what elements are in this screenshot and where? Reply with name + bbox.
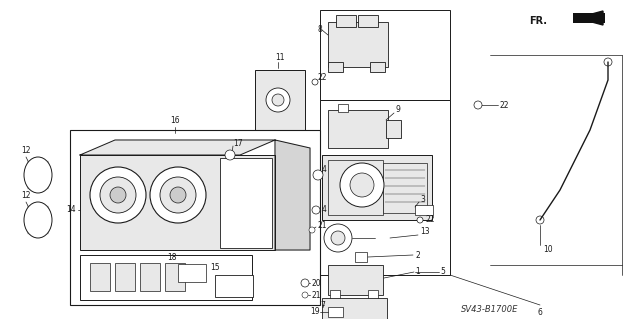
Text: 22: 22 [500, 100, 509, 109]
Bar [320, 10, 450, 100]
Bar [115, 263, 135, 291]
Text: 21: 21 [318, 220, 328, 229]
Bar [328, 62, 343, 72]
Circle shape [312, 206, 320, 214]
Circle shape [110, 187, 126, 203]
Circle shape [331, 231, 345, 245]
Circle shape [313, 170, 323, 180]
Bar [328, 110, 388, 148]
Text: 11: 11 [275, 53, 285, 62]
Bar [328, 22, 388, 67]
Bar [70, 130, 320, 305]
Bar [263, 132, 271, 138]
Bar [383, 163, 427, 213]
Bar [165, 263, 185, 291]
Text: FR.: FR. [529, 16, 547, 26]
Bar [573, 13, 605, 23]
Bar [368, 290, 378, 300]
Bar [90, 263, 110, 291]
Text: 3: 3 [420, 196, 425, 204]
Circle shape [536, 216, 544, 224]
Bar [338, 104, 348, 112]
Bar [328, 307, 343, 317]
Circle shape [417, 217, 423, 223]
Circle shape [324, 224, 352, 252]
Polygon shape [577, 11, 603, 25]
Text: 2: 2 [415, 250, 420, 259]
Ellipse shape [24, 202, 52, 238]
Bar [386, 120, 401, 138]
Text: 4: 4 [322, 166, 327, 174]
Circle shape [170, 187, 186, 203]
Circle shape [90, 167, 146, 223]
Bar [370, 62, 385, 72]
Bar [355, 252, 367, 262]
Text: 12: 12 [21, 146, 31, 155]
Ellipse shape [24, 157, 52, 193]
Bar [322, 155, 432, 220]
Bar [80, 155, 275, 250]
Bar [415, 205, 433, 215]
Text: 16: 16 [170, 116, 180, 125]
Bar [255, 70, 305, 138]
Text: 19: 19 [310, 308, 320, 316]
Circle shape [302, 292, 308, 298]
Circle shape [100, 177, 136, 213]
Circle shape [272, 94, 284, 106]
Text: 10: 10 [543, 245, 552, 254]
Circle shape [312, 79, 318, 85]
Circle shape [604, 58, 612, 66]
Text: 18: 18 [168, 253, 177, 262]
Text: 8: 8 [317, 26, 322, 34]
Circle shape [309, 227, 315, 233]
Text: 9: 9 [395, 106, 400, 115]
Circle shape [266, 88, 290, 112]
Circle shape [160, 177, 196, 213]
Bar [215, 275, 253, 297]
Circle shape [474, 101, 482, 109]
Text: 21: 21 [312, 291, 321, 300]
Text: 20: 20 [312, 278, 322, 287]
Text: 22: 22 [318, 73, 328, 83]
Circle shape [225, 150, 235, 160]
Text: 15: 15 [210, 263, 220, 272]
Bar [220, 158, 272, 248]
Polygon shape [80, 140, 275, 155]
Bar [330, 290, 340, 300]
Bar [358, 15, 378, 27]
Text: 12: 12 [21, 191, 31, 200]
Polygon shape [275, 140, 310, 250]
Circle shape [340, 163, 384, 207]
Bar [328, 160, 383, 215]
Bar [322, 298, 387, 319]
Text: SV43-B1700E: SV43-B1700E [461, 306, 518, 315]
Circle shape [301, 279, 309, 287]
Text: 14: 14 [67, 205, 76, 214]
Text: 22: 22 [425, 216, 435, 225]
Circle shape [150, 167, 206, 223]
Text: 6: 6 [538, 308, 543, 317]
Bar [80, 255, 252, 300]
Bar [328, 265, 383, 295]
Bar [140, 263, 160, 291]
Text: 13: 13 [420, 227, 429, 236]
Text: 7: 7 [320, 300, 325, 309]
Bar [278, 132, 286, 138]
Text: 5: 5 [440, 268, 445, 277]
Bar [320, 100, 450, 275]
Text: 17: 17 [233, 138, 243, 147]
Circle shape [350, 173, 374, 197]
Text: 4: 4 [322, 205, 327, 214]
Text: 1: 1 [415, 268, 420, 277]
Bar [336, 15, 356, 27]
Bar [178, 264, 206, 282]
